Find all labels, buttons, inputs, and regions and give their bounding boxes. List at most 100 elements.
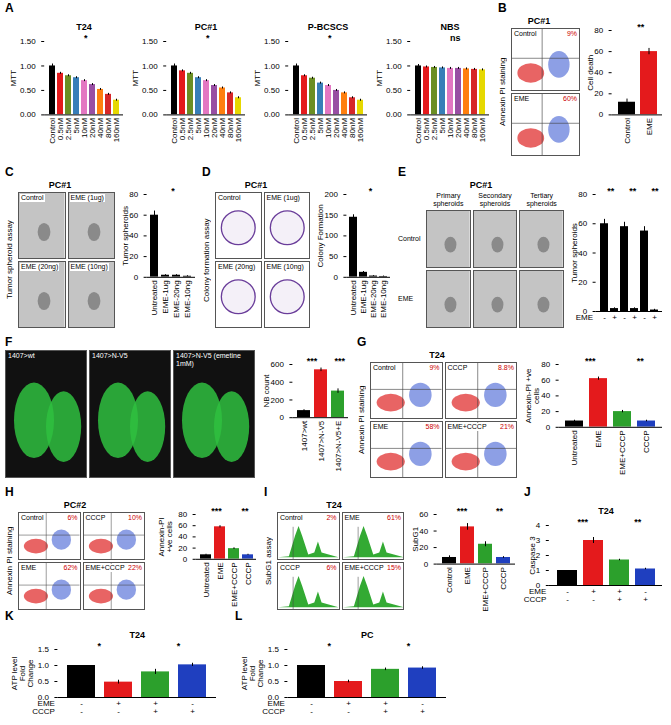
svg-text:80: 80 xyxy=(594,26,603,35)
svg-text:80: 80 xyxy=(541,360,550,369)
svg-text:Control: Control xyxy=(445,567,454,593)
svg-text:SubG1: SubG1 xyxy=(411,526,420,551)
svg-text:20: 20 xyxy=(178,544,187,553)
svg-text:***: *** xyxy=(335,356,346,366)
svg-text:20: 20 xyxy=(578,278,587,287)
svg-text:**: ** xyxy=(634,517,642,527)
svg-text:-: - xyxy=(643,313,646,322)
svg-text:--: -- xyxy=(566,587,569,604)
svg-text:--: -- xyxy=(80,699,83,716)
svg-text:MTT: MTT xyxy=(131,70,140,87)
svg-text:T24: T24 xyxy=(129,630,145,640)
svg-text:Tumor spheroids: Tumor spheroids xyxy=(121,206,130,266)
svg-text:+: + xyxy=(632,313,637,322)
svg-text:1.00: 1.00 xyxy=(386,62,402,71)
svg-text:Annexin-PI+ve cells: Annexin-PI+ve cells xyxy=(157,517,174,556)
svg-text:EME+CCCP: EME+CCCP xyxy=(481,567,490,612)
svg-text:20: 20 xyxy=(419,543,428,552)
svg-text:1.50: 1.50 xyxy=(20,37,36,46)
svg-text:-+: -+ xyxy=(190,699,195,716)
svg-text:0: 0 xyxy=(599,110,604,119)
svg-text:1.00: 1.00 xyxy=(264,62,280,71)
svg-text:PC#1: PC#1 xyxy=(195,22,218,32)
svg-text:+-: +- xyxy=(116,699,121,716)
svg-text:*: * xyxy=(84,33,88,43)
svg-text:***: *** xyxy=(578,517,589,527)
svg-text:**: ** xyxy=(651,186,659,196)
svg-text:+-: +- xyxy=(346,699,351,716)
svg-text:80: 80 xyxy=(178,510,187,519)
svg-text:60: 60 xyxy=(178,521,187,530)
svg-text:160nM: 160nM xyxy=(112,118,121,143)
svg-text:T24: T24 xyxy=(76,22,92,32)
svg-text:160nM: 160nM xyxy=(356,118,365,143)
svg-text:100: 100 xyxy=(325,231,339,240)
svg-text:600: 600 xyxy=(271,360,285,369)
svg-text:NBS: NBS xyxy=(441,22,460,32)
svg-text:EME: EME xyxy=(576,313,593,322)
svg-text:0.00: 0.00 xyxy=(142,110,158,119)
svg-text:MTT: MTT xyxy=(375,70,384,87)
svg-text:60: 60 xyxy=(541,376,550,385)
svg-text:Control: Control xyxy=(623,118,632,144)
svg-text:Untreated: Untreated xyxy=(349,280,358,315)
svg-text:1.00: 1.00 xyxy=(20,62,36,71)
svg-text:150: 150 xyxy=(325,211,339,220)
svg-text:1.50: 1.50 xyxy=(264,37,280,46)
svg-text:-: - xyxy=(623,313,626,322)
svg-text:CCCP: CCCP xyxy=(642,430,651,453)
svg-text:--: -- xyxy=(310,699,313,716)
svg-text:0: 0 xyxy=(279,413,284,422)
svg-text:200: 200 xyxy=(325,190,339,199)
svg-text:*: * xyxy=(369,186,373,196)
svg-text:40: 40 xyxy=(419,527,428,536)
svg-text:ns: ns xyxy=(450,33,461,43)
svg-text:*: * xyxy=(328,641,332,651)
svg-text:2: 2 xyxy=(536,551,541,560)
svg-text:40: 40 xyxy=(178,532,187,541)
svg-text:200: 200 xyxy=(271,396,285,405)
svg-text:20: 20 xyxy=(541,407,550,416)
svg-text:80: 80 xyxy=(129,190,138,199)
svg-text:0.5: 0.5 xyxy=(38,677,50,686)
svg-text:CCCP: CCCP xyxy=(524,595,547,604)
svg-text:0: 0 xyxy=(546,423,551,432)
svg-text:*: * xyxy=(98,641,102,651)
svg-text:Untreated: Untreated xyxy=(150,280,159,315)
svg-text:-: - xyxy=(603,313,606,322)
svg-text:Untreated: Untreated xyxy=(570,430,579,465)
svg-text:60: 60 xyxy=(129,211,138,220)
svg-text:EME-1ug: EME-1ug xyxy=(359,280,368,313)
svg-text:0.50: 0.50 xyxy=(264,86,280,95)
svg-text:EME-10ng: EME-10ng xyxy=(183,280,192,318)
svg-text:Annexin-PI +vecells: Annexin-PI +vecells xyxy=(524,368,541,423)
svg-text:80: 80 xyxy=(578,190,587,199)
svg-text:**: ** xyxy=(637,356,645,366)
svg-text:EME+CCCP: EME+CCCP xyxy=(618,430,627,475)
svg-text:1407>wt: 1407>wt xyxy=(300,420,309,451)
svg-text:NB count: NB count xyxy=(262,374,271,408)
svg-text:++: ++ xyxy=(617,587,622,604)
svg-text:*: * xyxy=(171,186,175,196)
svg-text:***: *** xyxy=(211,506,222,516)
svg-text:EME: EME xyxy=(463,567,472,584)
svg-text:20: 20 xyxy=(129,252,138,261)
svg-text:T24: T24 xyxy=(598,506,614,516)
svg-text:Tumor spheroids: Tumor spheroids xyxy=(570,223,579,283)
svg-text:1: 1 xyxy=(536,566,541,575)
svg-text:160nM: 160nM xyxy=(478,118,487,143)
svg-text:20: 20 xyxy=(594,89,603,98)
svg-text:0: 0 xyxy=(424,560,429,569)
svg-text:P-BCSCS: P-BCSCS xyxy=(308,22,349,32)
svg-text:0.00: 0.00 xyxy=(20,110,36,119)
svg-text:+: + xyxy=(652,313,657,322)
svg-text:CCCP: CCCP xyxy=(499,567,508,590)
svg-text:1.0: 1.0 xyxy=(268,661,280,670)
svg-text:*: * xyxy=(407,641,411,651)
svg-text:3: 3 xyxy=(536,536,541,545)
svg-text:Untreated: Untreated xyxy=(202,562,211,597)
svg-text:50: 50 xyxy=(329,252,338,261)
svg-text:MTT: MTT xyxy=(253,70,262,87)
svg-text:**: ** xyxy=(496,506,504,516)
svg-text:0.5: 0.5 xyxy=(268,677,280,686)
